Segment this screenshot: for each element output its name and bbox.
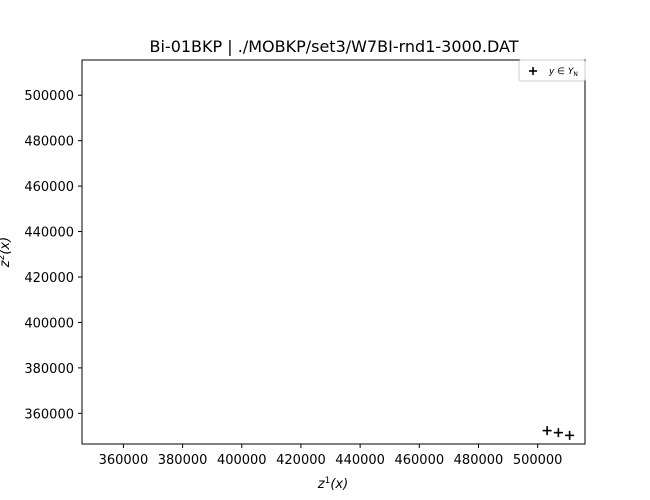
- legend: y ∈ YN: [518, 59, 586, 82]
- data-point-plus-marker: [542, 426, 552, 436]
- y-tick-label: 460000: [24, 180, 74, 195]
- y-tick-label: 380000: [24, 362, 74, 377]
- x-tick-label: 360000: [99, 453, 149, 468]
- plot-frame: [81, 59, 586, 445]
- y-tick-label: 420000: [24, 271, 74, 286]
- x-tick-label: 460000: [394, 453, 444, 468]
- x-tick-label: 420000: [276, 453, 326, 468]
- x-axis: 360000 380000 400000 420000 440000 460000 4800…: [99, 444, 563, 468]
- legend-label: y ∈ YN: [548, 67, 578, 78]
- data-point-plus-marker: [565, 430, 575, 440]
- y-tick-label: 480000: [24, 135, 74, 150]
- y-tick-label: 500000: [24, 89, 74, 104]
- y-tick-label: 440000: [24, 226, 74, 241]
- x-axis-label: z1(x): [317, 476, 348, 492]
- x-tick-label: 380000: [158, 453, 208, 468]
- chart-title: Bi-01BKP | ./MOBKP/set3/W7BI-rnd1-3000.D…: [150, 37, 519, 56]
- data-points: [542, 426, 575, 440]
- legend-box: [518, 59, 586, 82]
- x-tick-label: 480000: [454, 453, 504, 468]
- y-axis: 360000 380000 400000 420000 440000 460000 4800…: [24, 89, 82, 422]
- data-point-plus-marker: [553, 428, 563, 438]
- x-tick-label: 500000: [513, 453, 563, 468]
- y-tick-label: 400000: [24, 316, 74, 331]
- y-axis-label: z2(x): [0, 237, 13, 268]
- y-tick-label: 360000: [24, 407, 74, 422]
- x-tick-label: 440000: [335, 453, 385, 468]
- x-tick-label: 400000: [217, 453, 267, 468]
- legend-marker-plus-icon: [529, 67, 537, 75]
